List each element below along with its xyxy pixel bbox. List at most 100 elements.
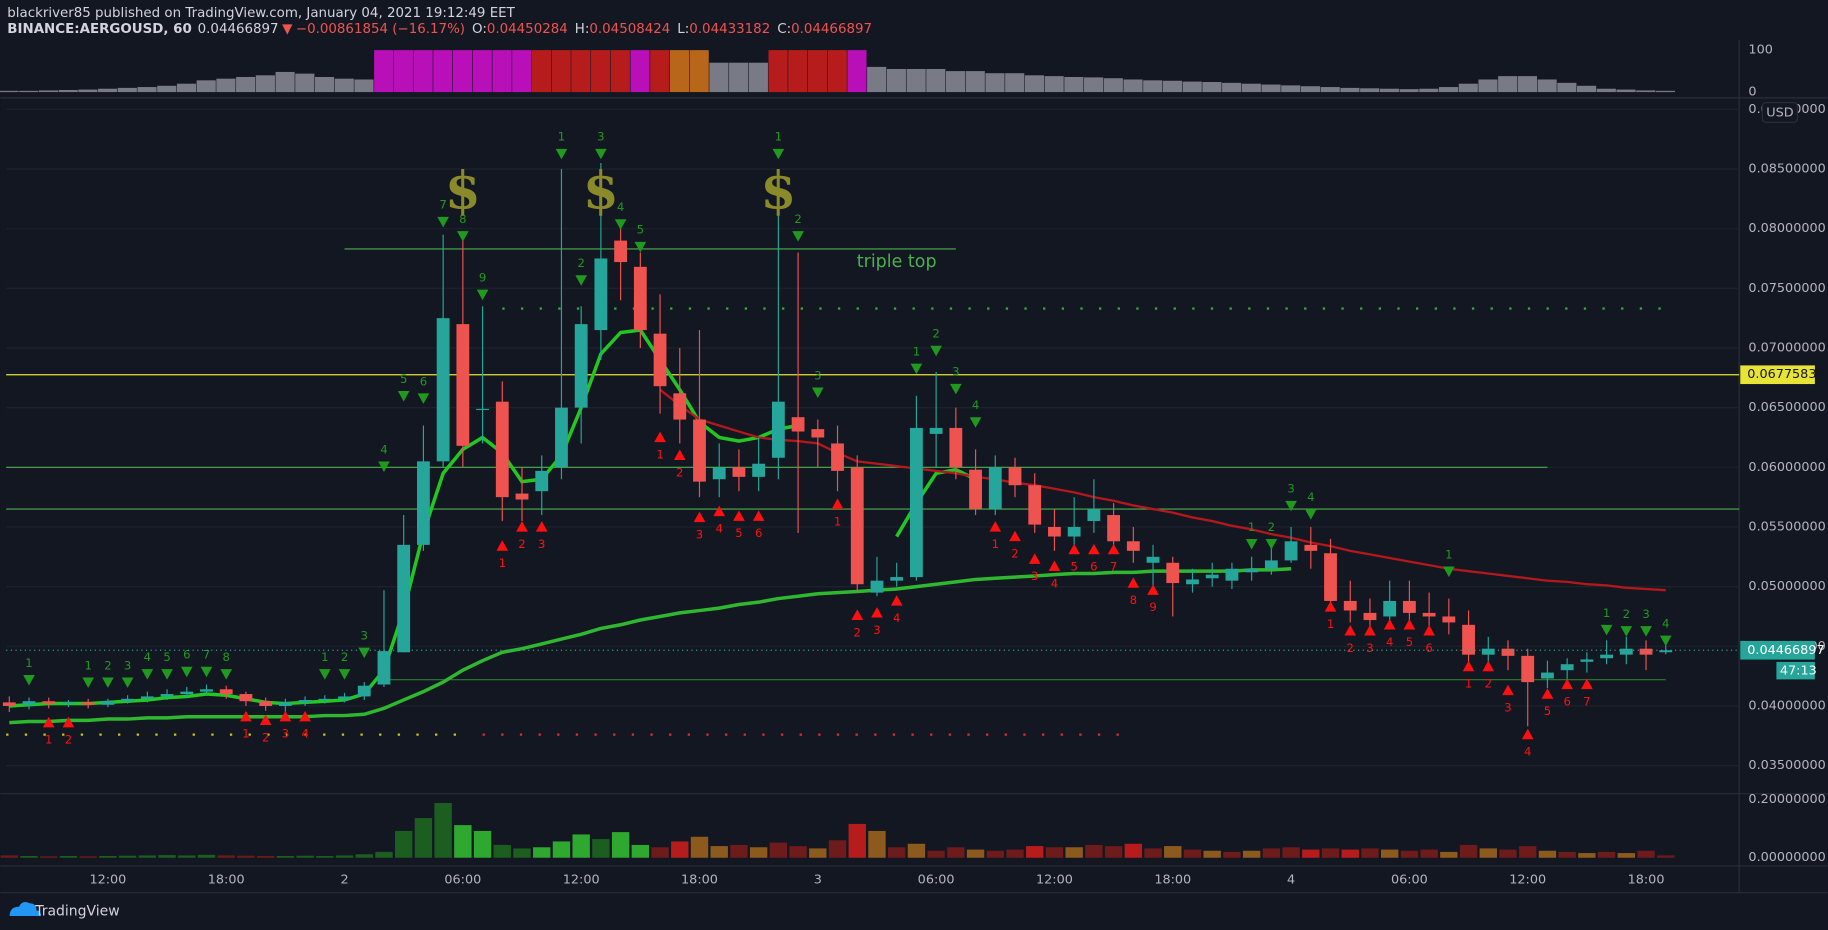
indicator-bar [137, 87, 157, 93]
indicator-bar [374, 50, 394, 93]
volume-bar [730, 844, 748, 858]
x-tick-label: 06:00 [444, 872, 481, 887]
candle-body [436, 318, 450, 462]
candle-body [298, 700, 312, 703]
signal-label: 4 [380, 442, 387, 456]
signal-marker [318, 669, 331, 680]
signal-label: 2 [577, 256, 584, 270]
indicator-bar [669, 50, 690, 93]
signal-label: 7 [439, 198, 446, 212]
signal-marker [220, 669, 233, 680]
indicator-bar [630, 50, 650, 93]
signal-marker [516, 521, 528, 532]
volume-bar [671, 841, 689, 858]
candle-body [417, 461, 430, 545]
indicator-bar [1596, 88, 1616, 93]
signal-marker [1364, 624, 1376, 636]
indicator-bar [255, 75, 275, 93]
signal-marker [989, 521, 1002, 532]
candle-body [1600, 654, 1614, 659]
signal-marker [1620, 626, 1633, 637]
x-tick-label: 12:00 [89, 872, 126, 887]
candle-body [811, 429, 825, 438]
signal-marker [1107, 543, 1120, 555]
candle-body [1580, 659, 1594, 662]
signal-label: 3 [1504, 700, 1511, 714]
signal-label: 5 [163, 650, 170, 664]
candle-body [180, 691, 194, 695]
signal-marker [200, 666, 213, 678]
last-price-label: 0.04466897 [1747, 643, 1824, 658]
signal-label: 7 [203, 648, 210, 662]
signal-marker [1403, 618, 1416, 630]
volume-bar [1538, 850, 1557, 858]
indicator-bar [1360, 88, 1380, 93]
candle-body [515, 493, 529, 500]
candle-body [614, 240, 628, 263]
y-tick-label: 0.06000000 [1748, 460, 1825, 475]
volume-bar [1361, 848, 1379, 858]
signal-label: 3 [1642, 607, 1649, 621]
indicator-bar [78, 89, 98, 93]
volume-bar [651, 847, 669, 858]
volume-bar [1420, 849, 1438, 858]
volume-bar [513, 848, 531, 858]
candle-body [1146, 556, 1160, 563]
indicator-bar [295, 73, 315, 93]
indicator-bar [236, 76, 256, 93]
brand: TradingView [34, 903, 119, 919]
signal-marker [969, 417, 982, 428]
x-tick-label: 12:00 [563, 872, 600, 887]
change: −0.00861854 (−16.17%) [296, 22, 465, 37]
signal-label: 4 [1524, 745, 1531, 759]
legend-line: BINANCE:AERGOUSD, 60 0.04466897 ▼ −0.008618… [7, 22, 872, 37]
signal-marker [1068, 543, 1080, 555]
indicator-bar [1616, 89, 1636, 93]
volume-bar [1341, 849, 1359, 858]
candle-body [1343, 600, 1357, 611]
volume-bar [592, 839, 610, 858]
candle-body [752, 463, 766, 477]
open-label: O: [472, 22, 487, 37]
volume-bar [1104, 846, 1123, 858]
candle-body [1205, 574, 1219, 579]
candle-body [1639, 648, 1653, 655]
signal-label: 1 [775, 130, 782, 144]
candle-body [988, 467, 1002, 510]
signal-label: 4 [1386, 635, 1393, 649]
signal-label: 5 [1070, 560, 1077, 574]
signal-label: 6 [183, 648, 190, 662]
volume-bar [690, 836, 709, 858]
candle-body [1245, 568, 1259, 573]
candle-body [456, 324, 470, 446]
signal-marker [890, 595, 903, 606]
indicator-bar [768, 50, 788, 93]
signal-marker [930, 345, 942, 357]
candle-body [1284, 541, 1298, 561]
y-tick-label: 0.04000000 [1748, 698, 1825, 713]
volume-bar [828, 840, 847, 858]
last-price: 0.04466897 [198, 22, 279, 37]
indicator-bar [1103, 78, 1123, 93]
candle-body [81, 702, 95, 705]
signal-marker [1600, 624, 1613, 636]
x-tick-label: 2 [340, 872, 348, 887]
signal-marker [299, 710, 311, 722]
volume-bar [611, 832, 630, 858]
signal-marker [811, 387, 824, 398]
indicator-bar [1084, 77, 1104, 93]
indicator-tick-label: 100 [1748, 43, 1772, 58]
indicator-bar [1261, 84, 1281, 93]
signal-marker [1088, 543, 1100, 555]
indicator-bar [1636, 90, 1656, 93]
signal-marker [397, 391, 410, 402]
signal-marker [713, 505, 726, 517]
candle-body [259, 701, 273, 706]
volume-bar [79, 856, 97, 858]
candle-body [200, 689, 213, 692]
signal-marker [1285, 500, 1297, 512]
indicator-bar [610, 50, 630, 93]
volume-bar [1006, 849, 1024, 858]
candle-body [594, 258, 608, 331]
axes: 12:00 18:00 2 06:00 12:00 18:00 3 06:00 12:00 18:… [89, 43, 1825, 888]
